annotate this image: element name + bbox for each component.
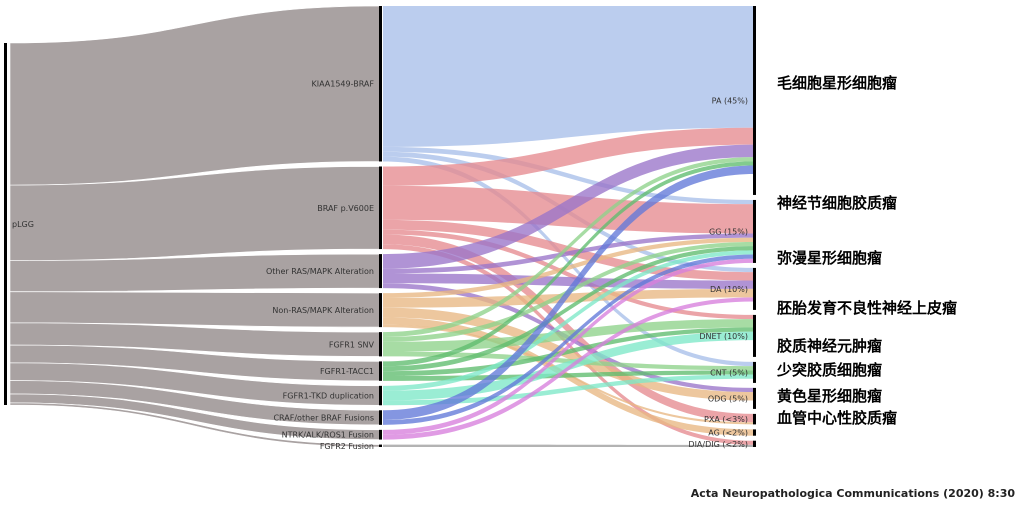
flow-fgfr1-tacc1-to-dnet-10 <box>383 327 754 376</box>
flow-fgfr1-tacc1-to-pa-45 <box>383 161 754 367</box>
root-flow-craf-other-braf-fusions <box>9 380 381 426</box>
target-cn-label-dnet-10: 胚胎发育不良性神经上皮瘤 <box>777 299 957 317</box>
node-bar-cnt-5 <box>753 361 756 383</box>
target-label-gg-15: GG (15%) <box>709 227 748 236</box>
target-label-odg-5: ODG (5%) <box>708 394 748 403</box>
node-bar-fgfr1-tkd-duplication <box>379 385 382 406</box>
flow-other-ras-mapk-alteration-to-da-10 <box>383 273 754 289</box>
target-label-pxa-3: PXA (<3%) <box>704 415 748 424</box>
node-labels: pLGG KIAA1549-BRAF BRAF p.V600E Other RAS/M… <box>12 74 957 451</box>
target-label-dia-dig-2: DIA/DIG (<2%) <box>688 440 748 449</box>
node-bar-other-ras-mapk-alteration <box>379 254 382 289</box>
flow-braf-p-v600e-to-dnet-10 <box>383 229 754 320</box>
flow-other-ras-mapk-alteration-to-pa-45 <box>383 144 754 269</box>
target-cn-label-gg-15: 神经节细胞胶质瘤 <box>777 194 897 212</box>
flow-braf-p-v600e-to-da-10 <box>383 219 754 281</box>
source-label-craf-other-braf-fusions: CRAF/other BRAF Fusions <box>273 414 374 423</box>
node-bar-odg-5 <box>753 387 756 409</box>
node-bar-non-ras-mapk-alteration <box>379 293 382 328</box>
flow-non-ras-mapk-alteration-to-odg-5 <box>383 307 754 401</box>
root-flow-braf-p-v600e <box>9 166 381 261</box>
flow-non-ras-mapk-alteration-to-gg-15 <box>383 237 754 298</box>
flow-fgfr1-snv-to-pa-45 <box>383 157 754 337</box>
node-bar-pa-45 <box>753 6 756 195</box>
node-bar-fgfr1-tacc1 <box>379 361 382 381</box>
flow-craf-other-braf-fusions-to-gg-15 <box>383 254 754 425</box>
flow-kiaa1549-braf-to-gg-15 <box>383 146 754 205</box>
citation: Acta Neuropathologica Communications (20… <box>690 487 1015 500</box>
root-flow-ntrk-alk-ros1-fusion <box>9 393 381 440</box>
source-label-non-ras-mapk-alteration: Non-RAS/MAPK Alteration <box>272 306 374 315</box>
node-bar-root <box>4 43 7 405</box>
flow-fgfr2-fusion-to-dia-dig-2 <box>383 444 754 447</box>
node-bar-gg-15 <box>753 199 756 263</box>
node-bar-da-10 <box>753 267 756 310</box>
flow-braf-p-v600e-to-pxa-3 <box>383 234 754 423</box>
flow-ntrk-alk-ros1-fusion-to-da-10 <box>383 297 754 440</box>
root-flow-fgfr1-snv <box>9 322 381 357</box>
target-cn-label-da-10: 弥漫星形细胞瘤 <box>777 249 882 267</box>
source-label-kiaa1549-braf: KIAA1549-BRAF <box>311 80 374 89</box>
node-bar-braf-p-v600e <box>379 166 382 250</box>
flow-fgfr1-tkd-duplication-to-cnt-5 <box>383 374 754 406</box>
node-bar-ntrk-alk-ros1-fusion <box>379 429 382 440</box>
flow-kiaa1549-braf-to-pa-45 <box>383 6 754 147</box>
target-label-cnt-5: CNT (5%) <box>710 368 748 377</box>
node-bar-ag-2 <box>753 429 756 436</box>
node-bar-dia-dig-2 <box>753 440 756 447</box>
target-label-pa-45: PA (45%) <box>712 96 748 105</box>
flow-ntrk-alk-ros1-fusion-to-gg-15 <box>383 258 754 435</box>
node-bar-kiaa1549-braf <box>379 6 382 162</box>
target-cn-label-cnt-5: 胶质神经元肿瘤 <box>777 337 882 355</box>
flow-other-ras-mapk-alteration-to-gg-15 <box>383 233 754 274</box>
root-flow-kiaa1549-braf <box>9 5 381 186</box>
node-bar-craf-other-braf-fusions <box>379 410 382 425</box>
source-label-fgfr1-tkd-duplication: FGFR1-TKD duplication <box>283 392 374 401</box>
target-label-ag-2: AG (<2%) <box>708 429 748 438</box>
source-label-fgfr2-fusion: FGFR2 Fusion <box>320 442 374 451</box>
source-label-fgfr1-snv: FGFR1 SNV <box>329 340 375 349</box>
flow-non-ras-mapk-alteration-to-da-10 <box>383 288 754 308</box>
node-bars <box>4 6 756 447</box>
node-bar-dnet-10 <box>753 314 756 357</box>
node-bar-fgfr1-snv <box>379 332 382 357</box>
root-label: pLGG <box>12 220 34 229</box>
flow-fgfr1-tacc1-to-cnt-5 <box>383 370 754 381</box>
flow-kiaa1549-braf-to-cnt-5 <box>383 156 754 367</box>
flow-craf-other-braf-fusions-to-pa-45 <box>383 165 754 420</box>
main-flows <box>383 6 754 447</box>
target-cn-label-odg-5: 少突胶质细胞瘤 <box>776 361 882 379</box>
flow-braf-p-v600e-to-pa-45 <box>383 127 754 186</box>
node-bar-pxa-3 <box>753 413 756 425</box>
source-label-braf-p-v600e: BRAF p.V600E <box>317 204 374 213</box>
target-label-dnet-10: DNET (10%) <box>699 332 748 341</box>
target-cn-label-pxa-3: 黄色星形细胞瘤 <box>777 387 882 405</box>
target-cn-label-ag-2: 血管中心性胶质瘤 <box>777 409 897 427</box>
source-label-other-ras-mapk-alteration: Other RAS/MAPK Alteration <box>266 267 374 276</box>
source-label-ntrk-alk-ros1-fusion: NTRK/ALK/ROS1 Fusion <box>282 431 374 440</box>
node-bar-fgfr2-fusion <box>379 444 382 447</box>
flow-fgfr1-tkd-duplication-to-gg-15 <box>383 250 754 391</box>
flow-fgfr1-tacc1-to-gg-15 <box>383 246 754 372</box>
root-flows <box>9 5 381 448</box>
source-label-fgfr1-tacc1: FGFR1-TACC1 <box>320 367 374 376</box>
target-cn-label-pa-45: 毛细胞星形细胞瘤 <box>777 74 897 92</box>
target-label-da-10: DA (10%) <box>710 285 748 294</box>
